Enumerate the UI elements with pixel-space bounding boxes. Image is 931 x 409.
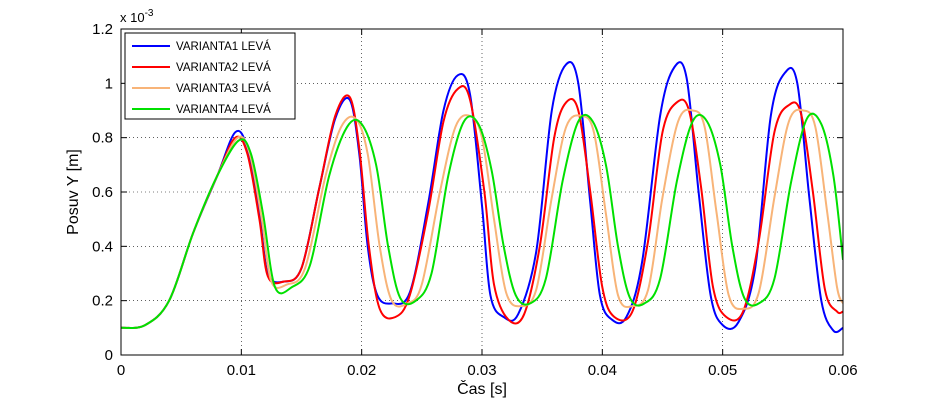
x-axis-label: Čas [s]: [457, 379, 507, 398]
x-tick-label: 0.01: [227, 362, 256, 379]
x-tick-labels: 0 0.01 0.02 0.03 0.04 0.05 0.06: [117, 362, 858, 379]
y-exponent-power: -3: [145, 8, 154, 19]
y-tick-label: 0.8: [92, 130, 113, 147]
x-tick-label: 0.02: [347, 362, 376, 379]
y-tick-label: 0.6: [92, 184, 113, 201]
y-exponent-base: x 10: [120, 10, 145, 25]
series-line-4: [121, 112, 843, 329]
x-tick-label: 0.04: [588, 362, 617, 379]
x-tick-label: 0: [117, 362, 125, 379]
series-line-3: [121, 108, 843, 329]
legend: VARIANTA1 LEVÁ VARIANTA2 LEVÁ VARIANTA3 LE…: [124, 32, 296, 120]
y-tick-label: 1.2: [92, 21, 113, 38]
y-tick-label: 1: [105, 75, 113, 92]
series-layer: [121, 61, 843, 334]
y-axis-label: Posuv Y [m]: [65, 149, 82, 235]
y-tick-labels: 0 0.2 0.4 0.6 0.8 1 1.2: [92, 21, 113, 364]
y-exponent: x 10-3: [120, 8, 154, 25]
x-tick-label: 0.05: [708, 362, 737, 379]
y-tick-label: 0.4: [92, 238, 113, 255]
legend-box: [124, 32, 296, 120]
series-line-2: [121, 85, 843, 329]
ticks: [120, 28, 844, 356]
x-tick-label: 0.06: [828, 362, 857, 379]
y-tick-label: 0.2: [92, 293, 113, 310]
y-tick-label: 0: [105, 347, 113, 364]
x-tick-label: 0.03: [467, 362, 496, 379]
legend-label-3: VARIANTA3 LEVÁ: [176, 82, 271, 95]
legend-label-4: VARIANTA4 LEVÁ: [176, 103, 271, 116]
legend-label-1: VARIANTA1 LEVÁ: [176, 40, 271, 53]
legend-label-2: VARIANTA2 LEVÁ: [176, 61, 271, 74]
